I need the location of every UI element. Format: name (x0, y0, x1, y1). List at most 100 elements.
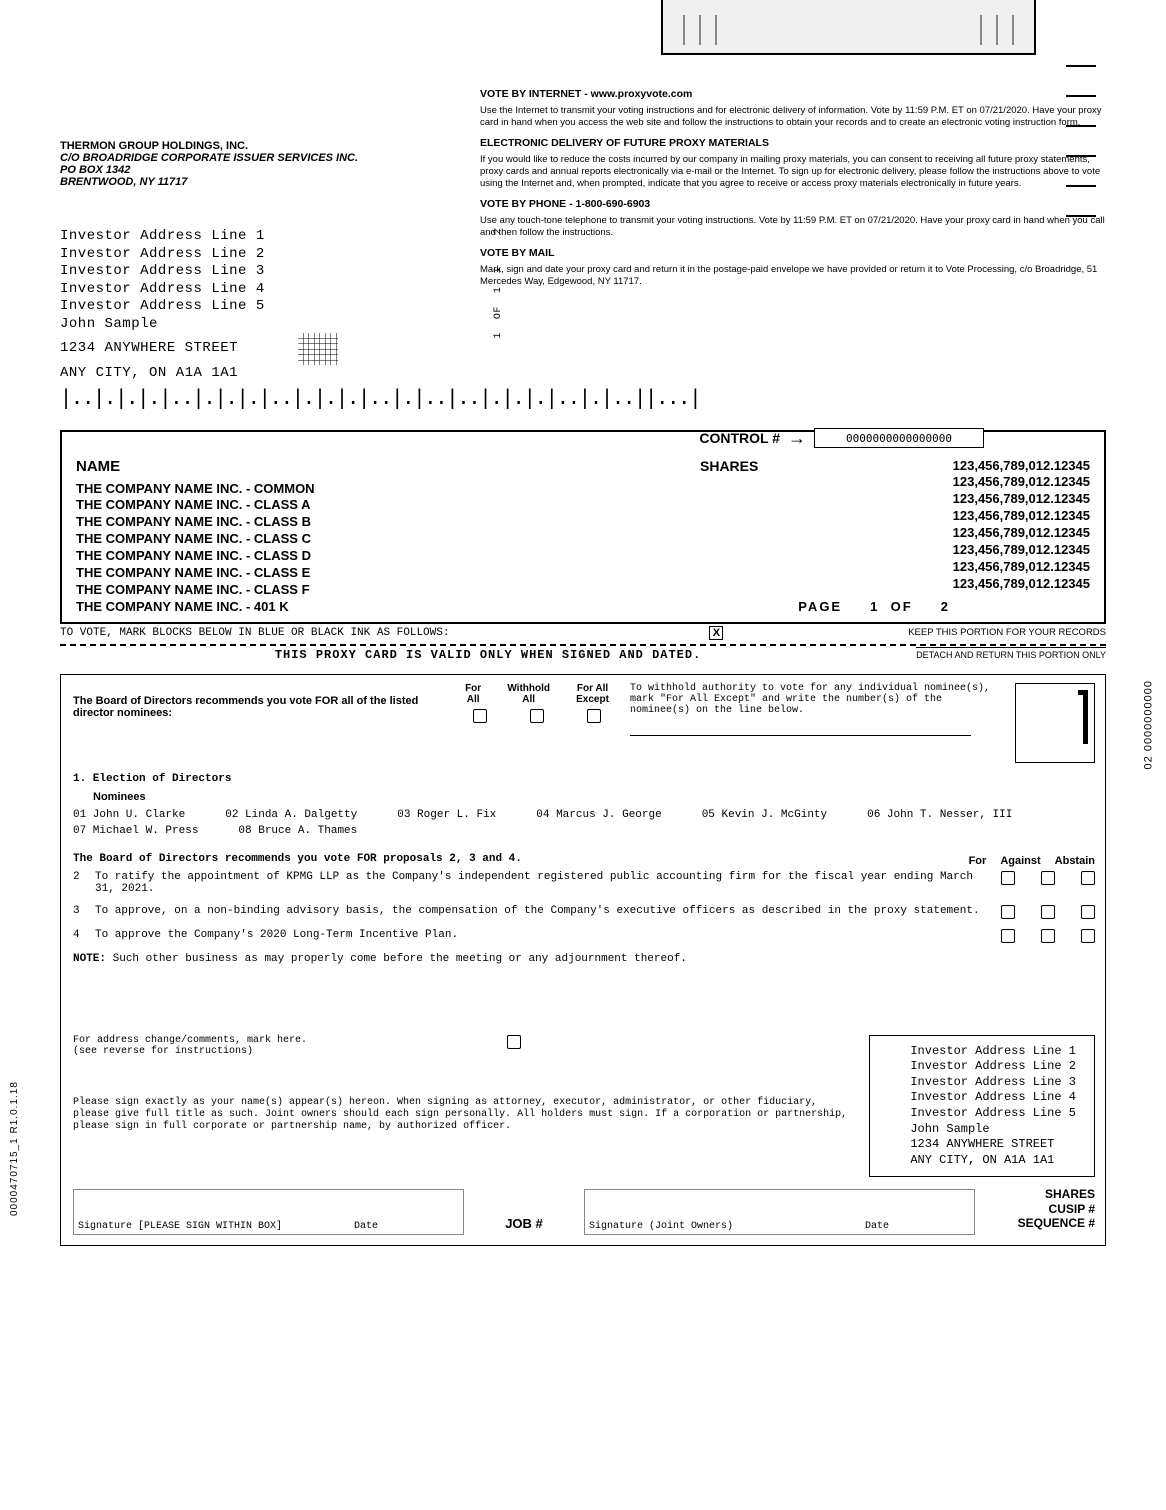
for-all-except-checkbox[interactable] (587, 709, 601, 723)
p2-abstain-checkbox[interactable] (1081, 871, 1095, 885)
company-city: BRENTWOOD, NY 11717 (60, 176, 460, 188)
company-co: C/O BROADRIDGE CORPORATE ISSUER SERVICES… (60, 152, 460, 164)
nominee: 08 Bruce A. Thames (238, 825, 357, 837)
nominee-list: 01 John U. Clarke 02 Linda A. Dalgetty 0… (73, 809, 1095, 837)
proposal-num: 3 (73, 905, 87, 917)
p4-against-checkbox[interactable] (1041, 929, 1055, 943)
detach-text: DETACH AND RETURN THIS PORTION ONLY (916, 647, 1106, 660)
voting-instructions: VOTE BY INTERNET - www.proxyvote.com Use… (480, 60, 1106, 410)
p4-for-checkbox[interactable] (1001, 929, 1015, 943)
inv-csz: ANY CITY, ON A1A 1A1 (60, 365, 460, 383)
nominee-write-line[interactable] (630, 722, 971, 736)
vote-phone-head: VOTE BY PHONE - 1-800-690-6903 (480, 198, 1106, 211)
investor-address: Investor Address Line 1 Investor Address… (60, 228, 460, 410)
recommend-directors: The Board of Directors recommends you vo… (73, 683, 444, 719)
class-row: THE COMPANY NAME INC. - CLASS C (76, 531, 690, 548)
proposal-num: 4 (73, 929, 87, 941)
recommend-proposals: The Board of Directors recommends you vo… (73, 853, 945, 865)
shares-header: SHARES (700, 458, 758, 474)
signature-instructions: Please sign exactly as your name(s) appe… (73, 1097, 849, 1133)
shares-row: 123,456,789,012.12345 (700, 559, 1090, 576)
page-indicator: PAGE 1 OF 2 (700, 599, 950, 614)
company-address: THERMON GROUP HOLDINGS, INC. C/O BROADRI… (60, 60, 460, 410)
sig1-date-label: Date (354, 1221, 378, 1232)
nominee: 02 Linda A. Dalgetty (225, 809, 357, 821)
sig2-label: Signature (Joint Owners) (589, 1221, 733, 1232)
for-all-checkbox[interactable] (473, 709, 487, 723)
shares-row: 123,456,789,012.12345 (700, 525, 1090, 542)
shares-row: 123,456,789,012.12345 (700, 576, 1090, 593)
address-change-checkbox[interactable] (507, 1035, 521, 1049)
p2-for-checkbox[interactable] (1001, 871, 1015, 885)
postnet-barcode: |..|.|.|.|..|.|.|.|..|.|.|.|..|.|..|..|.… (60, 385, 460, 410)
control-number-input[interactable] (814, 428, 984, 448)
shares-row: 123,456,789,012.12345 (700, 508, 1090, 525)
datamatrix-icon (298, 333, 338, 365)
nominee: 07 Michael W. Press (73, 825, 198, 837)
class-row: THE COMPANY NAME INC. - CLASS D (76, 548, 690, 565)
sample-mark-box: X (709, 626, 723, 640)
shares-row: 123,456,789,012.12345 (700, 542, 1090, 559)
p4-abstain-checkbox[interactable] (1081, 929, 1095, 943)
alignment-ticks (1066, 65, 1096, 217)
vote-phone-body: Use any touch-tone telephone to transmit… (480, 215, 1106, 239)
class-row: THE COMPANY NAME INC. - 401 K (76, 599, 690, 616)
nominees-label: Nominees (93, 791, 1095, 803)
withhold-instruction: To withhold authority to vote for any in… (630, 683, 1001, 716)
class-row: THE COMPANY NAME INC. - CLASS E (76, 565, 690, 582)
col-abstain: Abstain (1055, 855, 1095, 867)
right-vertical-id: 02 0000000000 (1142, 680, 1154, 769)
sig1-label: Signature [PLEASE SIGN WITHIN BOX] (78, 1221, 282, 1232)
signature-box-2[interactable]: Signature (Joint Owners) Date (584, 1189, 975, 1235)
p2-against-checkbox[interactable] (1041, 871, 1055, 885)
edelivery-body: If you would like to reduce the costs in… (480, 154, 1106, 190)
nominee: 04 Marcus J. George (536, 809, 661, 821)
side-marks: 1 OF 1 1 2 (488, 228, 510, 339)
signature-box-1[interactable]: Signature [PLEASE SIGN WITHIN BOX] Date (73, 1189, 464, 1235)
ballot: The Board of Directors recommends you vo… (60, 674, 1106, 1246)
vote-mail-head: VOTE BY MAIL (480, 247, 1106, 260)
nominee: 06 John T. Nesser, III (867, 809, 1012, 821)
address-change-text: For address change/comments, mark here. … (73, 1035, 307, 1057)
inv-line: Investor Address Line 3 (60, 263, 460, 281)
inv-line: Investor Address Line 5 (60, 298, 460, 316)
p3-for-checkbox[interactable] (1001, 905, 1015, 919)
left-vertical-id: 0000470715_1 R1.0.1.18 (9, 1081, 20, 1216)
shares-cusip-sequence: SHARES CUSIP # SEQUENCE # (995, 1187, 1095, 1234)
mark-instruction: TO VOTE, MARK BLOCKS BELOW IN BLUE OR BL… (60, 627, 449, 639)
vote-mail-body: Mark, sign and date your proxy card and … (480, 264, 1106, 288)
inv-line: Investor Address Line 1 (60, 228, 460, 246)
mailing-address-box: Investor Address Line 1 Investor Address… (869, 1035, 1095, 1178)
p3-against-checkbox[interactable] (1041, 905, 1055, 919)
class-row: THE COMPANY NAME INC. - CLASS F (76, 582, 690, 599)
alignment-corner (1015, 683, 1095, 763)
withhold-all-checkbox[interactable] (530, 709, 544, 723)
control-label: CONTROL # (699, 430, 780, 446)
nominee: 03 Roger L. Fix (397, 809, 496, 821)
job-number-label: JOB # (484, 1216, 564, 1235)
control-number-row: CONTROL # → (699, 428, 984, 449)
inv-line: Investor Address Line 4 (60, 281, 460, 299)
keep-portion-text: KEEP THIS PORTION FOR YOUR RECORDS (908, 627, 1106, 638)
company-po: PO BOX 1342 (60, 164, 460, 176)
inv-name: John Sample (60, 316, 460, 334)
inv-line: Investor Address Line 2 (60, 246, 460, 264)
col-against: Against (1000, 855, 1040, 867)
vote-option-headers: For All Withhold All For All Except (452, 683, 622, 723)
inv-street: 1234 ANYWHERE STREET (60, 340, 238, 358)
proposal-1-title: 1. Election of Directors (73, 773, 1095, 785)
sig2-date-label: Date (865, 1221, 889, 1232)
edelivery-head: ELECTRONIC DELIVERY OF FUTURE PROXY MATE… (480, 137, 1106, 150)
p3-abstain-checkbox[interactable] (1081, 905, 1095, 919)
name-header: NAME (76, 458, 690, 475)
proposal-text: To approve the Company's 2020 Long-Term … (95, 929, 993, 941)
class-row: THE COMPANY NAME INC. - COMMON (76, 481, 690, 498)
holdings-box: CONTROL # → NAME THE COMPANY NAME INC. -… (60, 430, 1106, 624)
proposal-num: 2 (73, 871, 87, 883)
note-line: NOTE: Such other business as may properl… (73, 953, 1095, 965)
vote-internet-head: VOTE BY INTERNET - www.proxyvote.com (480, 88, 1106, 101)
company-name: THERMON GROUP HOLDINGS, INC. (60, 140, 460, 152)
col-for: For (969, 855, 987, 867)
shares-row: 123,456,789,012.12345 (700, 474, 1090, 491)
nominee: 01 John U. Clarke (73, 809, 185, 821)
